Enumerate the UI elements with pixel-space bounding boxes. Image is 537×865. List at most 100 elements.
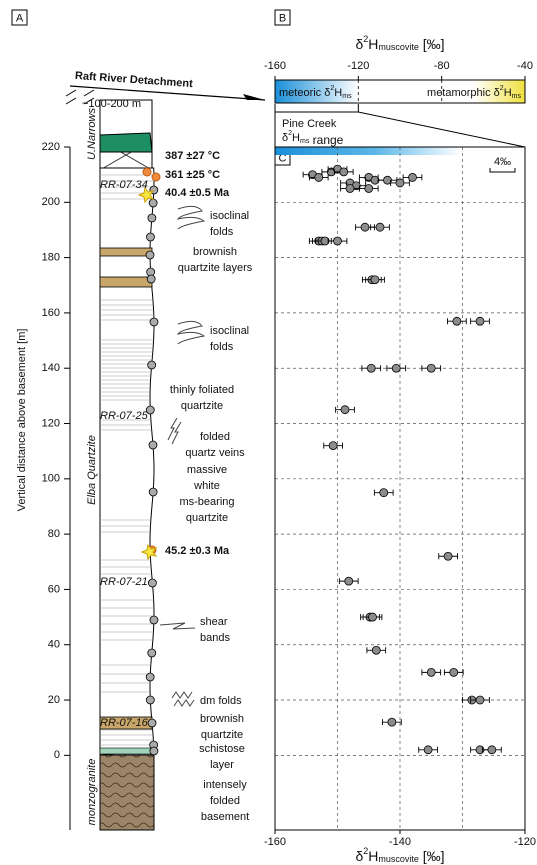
decoration [147,213,157,223]
panel-label: C [279,152,287,164]
annotation: white [193,480,220,492]
bracket [274,104,359,113]
y-tick-label: 140 [42,362,60,374]
symbol-sup: 2 [288,130,292,137]
scale-bar [489,168,516,173]
point [375,222,385,232]
bracket-label: δ2Hms range [282,130,344,147]
panel-label: B [279,12,286,24]
annotation: RR-07-25 [100,410,149,422]
decoration [145,672,155,682]
decoration [99,276,153,288]
annotation: quartzite [186,512,228,524]
symbol-delta: δ [282,132,288,144]
decoration [243,94,265,100]
annotation: folds [210,341,234,353]
point [475,695,485,705]
symbol-sup: 2 [500,85,504,92]
annotation: shear [200,616,228,628]
gap-label: ~100-200 m [82,98,141,110]
symbol-sup: 2 [330,85,334,92]
decoration [171,691,195,707]
decoration [274,111,526,148]
decoration [167,417,182,445]
point [370,275,380,285]
symbol-sub: ms [512,93,522,100]
range-name: meteoric [279,87,324,99]
range-label: meteoric δ2Hms [279,85,352,100]
unit-label: Elba Quartzite [86,435,98,505]
decoration [147,360,157,370]
range-name: metamorphic [427,87,494,99]
annotation: isoclinal [210,325,249,337]
decoration [146,232,155,242]
point [345,184,355,193]
scale-bar-label: 4‰ [494,156,511,168]
decoration [145,250,155,260]
decoration [147,718,157,728]
x-tick-label: -40 [517,60,533,72]
x-tick-label: -160 [264,60,286,72]
y-tick-label: 100 [42,473,60,485]
point [344,576,354,586]
decoration [159,622,196,630]
annotation: 45.2 ±0.3 Ma [165,545,230,557]
point [371,645,381,655]
point [426,667,436,677]
symbol-delta: δ [324,87,330,99]
decoration [275,147,525,155]
annotation: dm folds [200,695,242,707]
point [328,441,338,451]
point [314,173,324,182]
annotation: ms-bearing [179,496,234,508]
point [443,551,453,561]
point [364,184,374,193]
annotation: brownish [193,246,237,258]
annotation: RR-07-16 [100,717,149,729]
decoration [65,89,95,105]
decoration [145,695,155,705]
symbol-h: H [368,848,378,864]
symbol-unit: [‰] [419,848,445,864]
symbol-delta: δ [355,848,363,864]
annotation: 361 ±25 °C [165,169,220,181]
point [449,667,459,677]
symbol-sub: ms [342,93,352,100]
decoration [148,487,158,497]
point [366,363,376,373]
symbol-sup: 2 [363,34,368,44]
symbol-sup: 2 [363,846,368,856]
bracket-suffix: range [309,133,343,147]
y-tick-label: 220 [42,141,60,153]
point [423,745,433,755]
symbol-h: H [334,87,342,99]
annotation: schistose [199,743,245,755]
range-bar [472,80,525,103]
annotation: thinly foliated [170,384,234,396]
decoration [177,205,206,230]
point [368,612,377,622]
point [339,167,349,177]
y-tick-label: 160 [42,307,60,319]
y-tick-label: 20 [48,694,60,706]
decoration [274,79,526,104]
unit-label: U.Narrows [86,108,98,160]
point [426,363,436,373]
decoration [149,615,159,625]
annotation: 387 ±27 °C [165,150,220,162]
decoration [142,167,152,177]
annotation: folded [210,795,240,807]
y-tick-label: 80 [48,528,60,540]
annotation: bands [200,632,230,644]
annotation: intensely [203,779,247,791]
point [395,178,405,188]
decoration [177,320,206,345]
decoration [149,317,159,327]
annotation: RR-07-21 [100,576,148,588]
point [383,175,392,185]
y-tick-label: 0 [54,749,60,761]
symbol-sub: muscovite [378,42,419,52]
annotation: 40.4 ±0.5 Ma [165,187,230,199]
x-tick-label: -120 [347,60,369,72]
